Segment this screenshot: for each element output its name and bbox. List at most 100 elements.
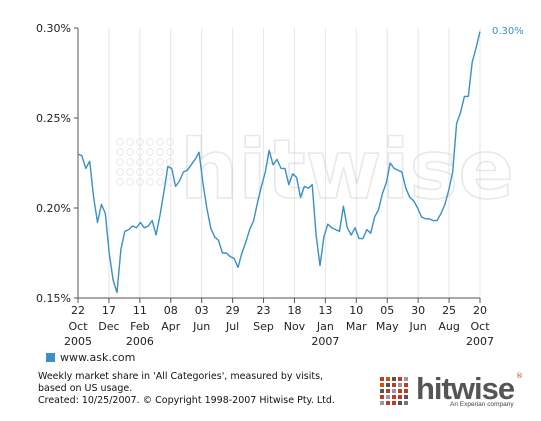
x-tick-month: Apr — [161, 320, 181, 333]
legend-label: www.ask.com — [60, 351, 136, 364]
logo-dot — [398, 401, 402, 405]
chart-area: hitwise 0.15%0.20%0.25%0.30% 22Oct200517… — [36, 22, 524, 348]
logo-dot — [398, 395, 402, 399]
x-tick-month: Feb — [130, 320, 149, 333]
logo-dot — [386, 395, 390, 399]
logo-dot — [392, 389, 396, 393]
logo-dot — [380, 377, 384, 381]
x-tick-day: 22 — [71, 304, 85, 317]
watermark-dot — [126, 168, 134, 176]
x-tick-day: 08 — [164, 304, 178, 317]
x-tick-year: 2007 — [311, 335, 339, 348]
logo-registered-mark: ® — [516, 372, 523, 380]
x-tick-day: 10 — [349, 304, 363, 317]
axes — [77, 28, 480, 299]
watermark-dot — [146, 138, 154, 146]
watermark-dot — [136, 158, 144, 166]
logo-dot — [392, 383, 396, 387]
logo-dot — [386, 401, 390, 405]
watermark-dot — [166, 178, 174, 186]
x-tick-month: Jun — [409, 320, 427, 333]
x-tick-month: Jan — [316, 320, 334, 333]
x-tick-day: 20 — [473, 304, 487, 317]
logo-dot — [380, 383, 384, 387]
watermark-dot — [146, 158, 154, 166]
logo-dot — [404, 377, 408, 381]
watermark-dot — [146, 168, 154, 176]
x-tick-day: 03 — [195, 304, 209, 317]
x-tick-month: Sep — [253, 320, 274, 333]
x-tick-year: 2006 — [126, 335, 154, 348]
y-tick-label: 0.15% — [36, 292, 71, 305]
x-axis-ticks: 22Oct200517Dec11Feb200608Apr03Jun29Jul23… — [64, 298, 494, 348]
x-tick-month: Jul — [225, 320, 239, 333]
watermark-dot — [156, 148, 164, 156]
watermark-dot — [116, 178, 124, 186]
logo-dot — [380, 389, 384, 393]
x-tick-month: Mar — [346, 320, 367, 333]
watermark-dot — [126, 158, 134, 166]
x-tick-day: 29 — [226, 304, 240, 317]
watermark-dot — [116, 168, 124, 176]
x-tick-month: Oct — [470, 320, 490, 333]
y-tick-label: 0.30% — [36, 22, 71, 35]
x-tick-month: Dec — [98, 320, 119, 333]
x-tick-month: Nov — [284, 320, 306, 333]
logo-dot — [386, 383, 390, 387]
watermark-dot — [126, 178, 134, 186]
x-tick-year: 2005 — [64, 335, 92, 348]
logo-dot — [380, 401, 384, 405]
x-tick-day: 17 — [102, 304, 116, 317]
y-tick-label: 0.25% — [36, 112, 71, 125]
logo-dot — [398, 377, 402, 381]
watermark-dot — [136, 138, 144, 146]
x-tick-day: 23 — [257, 304, 271, 317]
logo-dot — [398, 389, 402, 393]
grid-lines — [108, 28, 481, 298]
x-tick-month: May — [376, 320, 399, 333]
logo-dot — [392, 395, 396, 399]
logo-dot — [392, 401, 396, 405]
watermark-dot — [136, 168, 144, 176]
x-tick-day: 18 — [287, 304, 301, 317]
watermark-dot — [166, 158, 174, 166]
watermark-dot — [116, 158, 124, 166]
logo-tagline: An Experian company — [450, 401, 514, 408]
logo-dot — [404, 389, 408, 393]
caption-line-2: based on US usage. — [38, 383, 133, 394]
watermark-dot — [126, 138, 134, 146]
watermark-dot — [146, 148, 154, 156]
x-tick-day: 30 — [411, 304, 425, 317]
y-axis-ticks: 0.15% 0.20% 0.25% 0.30% — [36, 22, 78, 305]
series-line-ask-com — [77, 31, 481, 294]
watermark: hitwise — [116, 122, 515, 219]
watermark-dot — [116, 148, 124, 156]
logo-dot — [386, 377, 390, 381]
x-tick-day: 13 — [318, 304, 332, 317]
legend-swatch — [46, 353, 55, 362]
caption-line-3: Created: 10/25/2007. © Copyright 1998-20… — [38, 395, 335, 406]
watermark-dot — [136, 178, 144, 186]
y-tick-label: 0.20% — [36, 202, 71, 215]
caption: Weekly market share in 'All Categories',… — [38, 371, 368, 407]
watermark-dot — [156, 138, 164, 146]
x-tick-month: Oct — [68, 320, 88, 333]
watermark-dot — [136, 148, 144, 156]
x-tick-day: 25 — [442, 304, 456, 317]
x-tick-month: Aug — [438, 320, 459, 333]
watermark-dot — [166, 138, 174, 146]
logo-dot — [392, 377, 396, 381]
watermark-dot — [156, 168, 164, 176]
legend: www.ask.com — [46, 351, 135, 364]
logo-dot — [404, 401, 408, 405]
logo-dot-grid-icon — [380, 377, 408, 405]
watermark-dot — [126, 148, 134, 156]
x-tick-day: 05 — [380, 304, 394, 317]
logo-wordmark: hitwise — [416, 371, 515, 406]
logo-dot — [404, 395, 408, 399]
logo-dot — [398, 383, 402, 387]
watermark-dot — [146, 178, 154, 186]
logo-dot — [380, 395, 384, 399]
series-group — [77, 31, 481, 294]
logo-dot — [404, 383, 408, 387]
